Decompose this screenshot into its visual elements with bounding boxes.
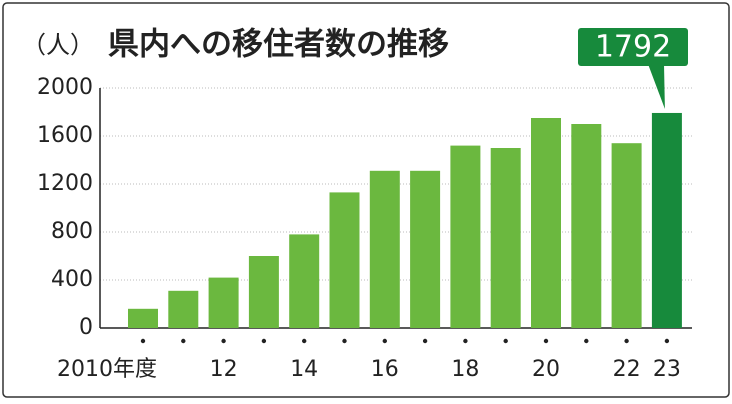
x-tick-dot [140,338,146,344]
y-unit-label: （人） [22,31,94,59]
x-tick-label: 12 [210,357,238,382]
x-tick-dot [342,338,347,344]
x-tick-label: 22 [613,357,641,382]
callout-box [578,28,688,66]
value-label: 1792 [595,30,671,65]
x-tick-label: 14 [290,357,318,382]
x-tick-label: 16 [371,357,399,382]
bar [571,124,602,328]
x-tick-dot [422,338,428,344]
y-tick-label: 0 [79,315,93,340]
bar [168,290,199,328]
callout-pointer [648,64,665,109]
bar [329,192,360,328]
x-tick-dot [584,338,589,344]
x-tick-label: 18 [451,357,479,382]
bar [128,308,158,328]
x-tick-dot [221,338,226,344]
x-tick-dot [624,338,629,344]
bar [248,256,279,328]
x-tick-dot [261,338,267,344]
bar [531,118,561,328]
x-tick-dot [503,338,508,344]
bar [490,148,521,328]
x-tick-dot [302,338,307,344]
y-tick-label: 1600 [37,123,93,148]
x-tick-dot [181,338,186,344]
bar [410,170,441,328]
x-tick-dot [664,338,670,344]
bar [611,143,642,328]
y-tick-label: 1200 [37,171,93,196]
chart-title: 県内への移住者数の推移 [108,27,449,63]
x-tick-dot [382,338,387,344]
bar [450,145,481,328]
x-tick-dot [543,338,549,344]
y-tick-label: 800 [51,219,93,244]
y-tick-label: 2000 [37,75,93,100]
x-tick-label: 2010年度 [57,357,157,382]
y-tick-label: 400 [51,267,93,292]
x-tick-label: 23 [653,357,681,382]
bar [208,277,239,328]
x-tick-dot [463,338,468,344]
bar [369,170,400,328]
bar [651,112,682,329]
x-tick-label: 20 [532,357,560,382]
bar [289,234,320,328]
